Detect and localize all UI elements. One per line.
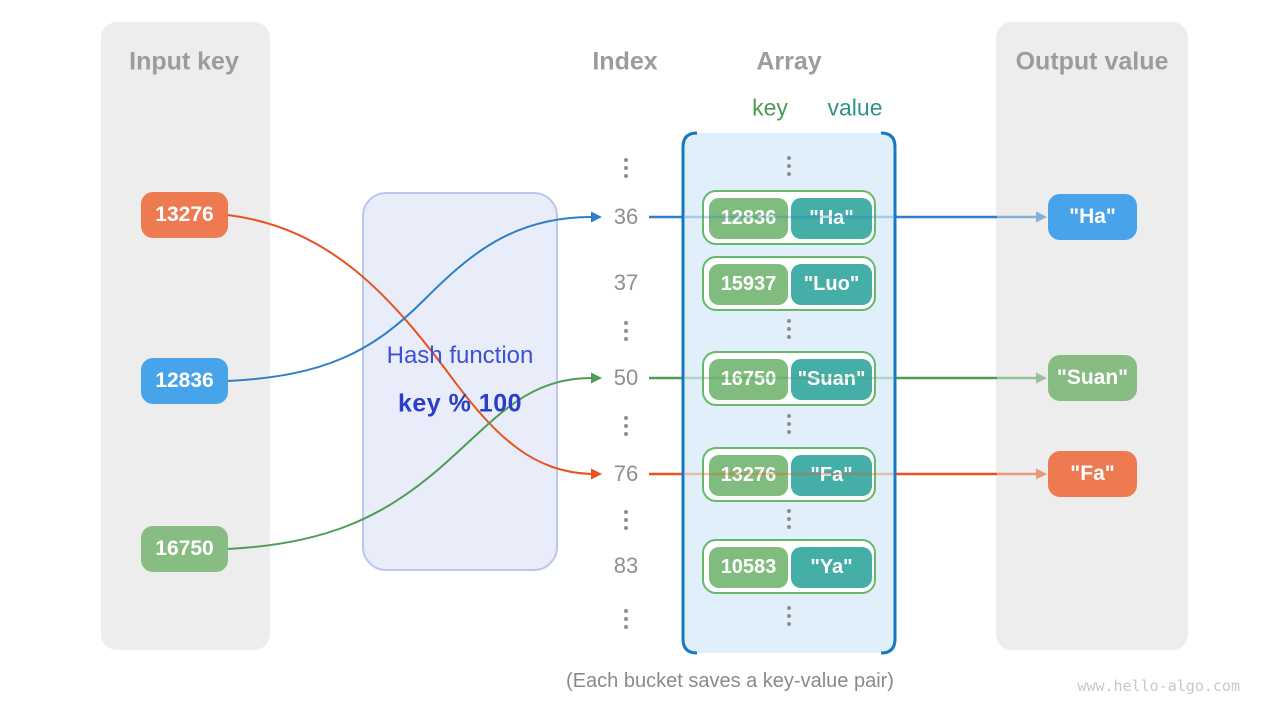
array-vertical-ellipsis — [787, 414, 791, 434]
input-key-box: 12836 — [141, 358, 228, 404]
ellipsis-dot — [624, 617, 628, 621]
ellipsis-dot — [624, 625, 628, 629]
arrowhead-index-36 — [591, 211, 602, 223]
pair-value-cell: "Luo" — [791, 264, 872, 305]
index-value: 83 — [613, 553, 639, 578]
ellipsis-dot — [624, 526, 628, 530]
array-column-title: Array — [756, 47, 822, 76]
ellipsis-dot — [624, 518, 628, 522]
ellipsis-dot — [624, 432, 628, 436]
ellipsis-dot — [624, 166, 628, 170]
ellipsis-dot — [624, 158, 628, 162]
output-value-box: "Ha" — [1048, 194, 1137, 240]
ellipsis-dot — [787, 614, 791, 618]
ellipsis-dot — [787, 164, 791, 168]
ellipsis-dot — [787, 430, 791, 434]
value-column-label: value — [827, 94, 883, 121]
index-vertical-ellipsis — [624, 510, 628, 530]
array-vertical-ellipsis — [787, 319, 791, 339]
kv-pair: 13276 "Fa" — [702, 447, 876, 502]
pair-value-cell: "Suan" — [791, 359, 872, 400]
array-vertical-ellipsis — [787, 156, 791, 176]
pair-key-cell: 10583 — [709, 547, 788, 588]
hash-function-title: Hash function — [386, 342, 534, 369]
index-value: 36 — [613, 204, 639, 229]
curve-13276-to-76 — [227, 214, 592, 475]
hash-function-box — [362, 192, 558, 571]
ellipsis-dot — [624, 510, 628, 514]
index-vertical-ellipsis — [624, 416, 628, 436]
input-key-box: 16750 — [141, 526, 228, 572]
output-value-panel — [996, 22, 1188, 650]
kv-pair: 12836 "Ha" — [702, 190, 876, 245]
ellipsis-dot — [787, 509, 791, 513]
kv-pair: 16750 "Suan" — [702, 351, 876, 406]
ellipsis-dot — [787, 517, 791, 521]
arrowhead-index-50 — [591, 372, 602, 384]
watermark-url: www.hello-algo.com — [1077, 677, 1240, 695]
ellipsis-dot — [624, 609, 628, 613]
ellipsis-dot — [624, 424, 628, 428]
index-value: 37 — [613, 270, 639, 295]
index-value: 50 — [613, 365, 639, 390]
kv-pair: 10583 "Ya" — [702, 539, 876, 594]
ellipsis-dot — [624, 321, 628, 325]
index-vertical-ellipsis — [624, 158, 628, 178]
pair-value-cell: "Ya" — [791, 547, 872, 588]
figure-caption: (Each bucket saves a key-value pair) — [566, 670, 894, 692]
pair-value-cell: "Fa" — [791, 455, 872, 496]
arrowhead-output-ha — [1036, 211, 1047, 223]
ellipsis-dot — [787, 414, 791, 418]
index-vertical-ellipsis — [624, 321, 628, 341]
pair-key-cell: 16750 — [709, 359, 788, 400]
output-value-box: "Fa" — [1048, 451, 1137, 497]
array-vertical-ellipsis — [787, 606, 791, 626]
ellipsis-dot — [787, 622, 791, 626]
pair-key-cell: 13276 — [709, 455, 788, 496]
ellipsis-dot — [787, 156, 791, 160]
pair-value-cell: "Ha" — [791, 198, 872, 239]
input-panel-title: Input key — [129, 47, 239, 76]
pair-key-cell: 12836 — [709, 198, 788, 239]
ellipsis-dot — [624, 416, 628, 420]
ellipsis-dot — [787, 422, 791, 426]
ellipsis-dot — [787, 525, 791, 529]
output-value-box: "Suan" — [1048, 355, 1137, 401]
array-vertical-ellipsis — [787, 509, 791, 529]
ellipsis-dot — [624, 337, 628, 341]
key-column-label: key — [752, 94, 788, 121]
ellipsis-dot — [787, 335, 791, 339]
hash-function-formula: key % 100 — [397, 389, 523, 418]
arrowhead-index-76 — [591, 468, 602, 480]
ellipsis-dot — [787, 319, 791, 323]
ellipsis-dot — [624, 329, 628, 333]
index-column-title: Index — [592, 47, 658, 76]
ellipsis-dot — [787, 172, 791, 176]
output-panel-title: Output value — [1015, 47, 1169, 76]
pair-key-cell: 15937 — [709, 264, 788, 305]
input-key-box: 13276 — [141, 192, 228, 238]
curve-16750-to-50 — [227, 377, 592, 550]
arrowhead-output-fa — [1036, 468, 1047, 480]
ellipsis-dot — [787, 327, 791, 331]
index-value: 76 — [613, 461, 639, 486]
ellipsis-dot — [624, 174, 628, 178]
arrowhead-output-suan — [1036, 372, 1047, 384]
curve-12836-to-36 — [227, 216, 592, 382]
kv-pair: 15937 "Luo" — [702, 256, 876, 311]
ellipsis-dot — [787, 606, 791, 610]
index-vertical-ellipsis — [624, 609, 628, 629]
